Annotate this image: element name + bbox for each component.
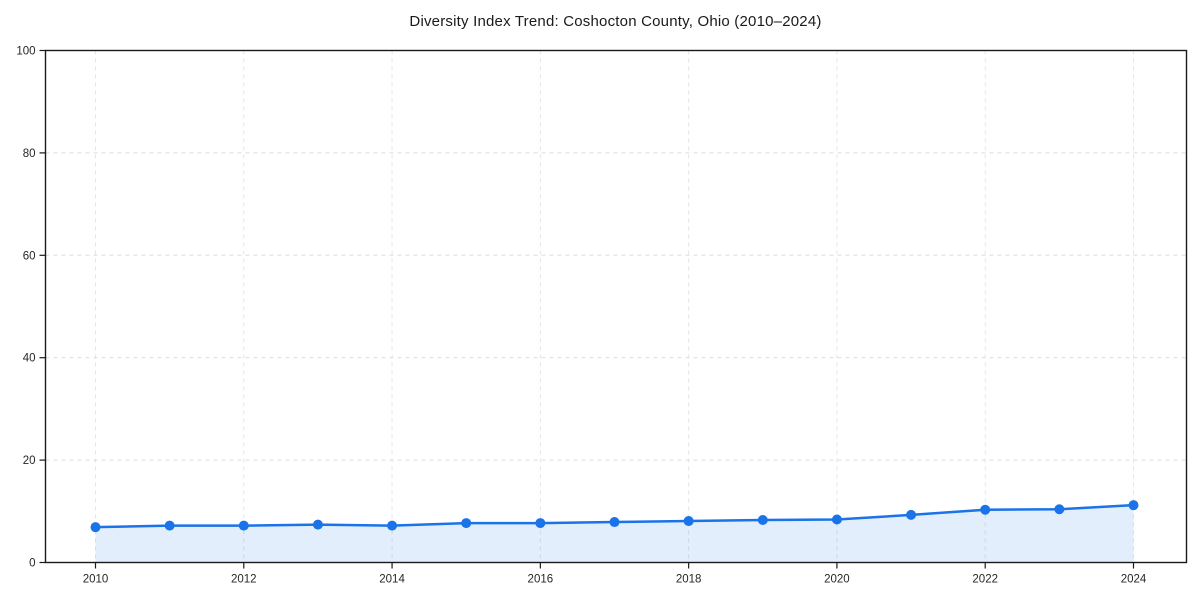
data-point — [906, 509, 917, 520]
data-point — [387, 520, 398, 531]
data-point — [831, 514, 842, 525]
y-axis-tick-label: 0 — [29, 558, 35, 570]
data-point — [90, 522, 101, 533]
x-axis-tick-label: 2012 — [231, 574, 257, 586]
data-point — [461, 518, 472, 529]
data-point — [1054, 504, 1065, 515]
x-axis-tick-label: 2024 — [1121, 574, 1147, 586]
chart-title: Diversity Index Trend: Coshocton County,… — [409, 13, 822, 30]
y-axis-tick-label: 60 — [23, 250, 36, 262]
data-point — [683, 516, 694, 527]
x-axis-tick-label: 2022 — [972, 574, 998, 586]
data-point — [1128, 500, 1139, 511]
area-fill — [95, 505, 1134, 563]
y-axis-tick-label: 20 — [23, 455, 36, 467]
data-point — [312, 519, 323, 530]
x-axis-tick-label: 2016 — [528, 574, 554, 586]
data-point — [238, 520, 249, 531]
y-axis-tick-label: 40 — [23, 353, 36, 365]
x-axis-tick-label: 2014 — [379, 574, 405, 586]
data-point — [757, 515, 768, 526]
y-axis-tick-label: 80 — [23, 148, 36, 160]
data-point — [535, 518, 546, 529]
plot-border — [44, 49, 1188, 564]
data-point — [164, 520, 175, 531]
x-axis-tick-label: 2010 — [83, 574, 109, 586]
data-point — [609, 517, 620, 528]
data-point — [980, 504, 991, 515]
x-axis-tick-label: 2020 — [824, 574, 850, 586]
x-axis-tick-label: 2018 — [676, 574, 702, 586]
y-axis-tick-label: 100 — [16, 46, 35, 58]
